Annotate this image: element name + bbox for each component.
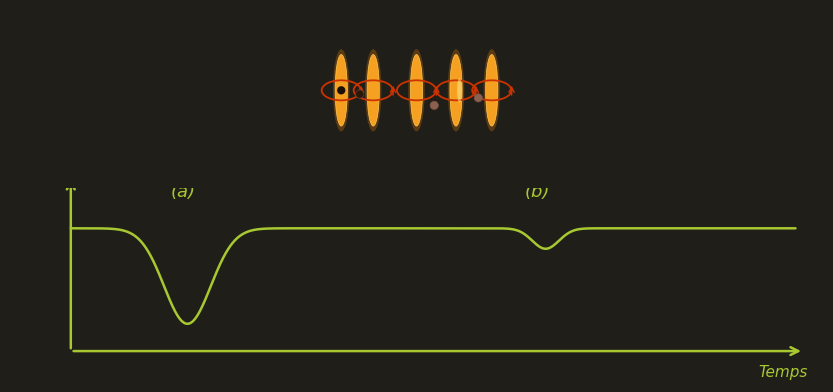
Circle shape <box>474 94 482 102</box>
Ellipse shape <box>486 54 498 126</box>
Ellipse shape <box>448 49 464 131</box>
Ellipse shape <box>483 49 500 131</box>
Ellipse shape <box>408 49 425 131</box>
Ellipse shape <box>457 78 461 103</box>
Text: (a): (a) <box>171 183 196 201</box>
Ellipse shape <box>333 49 350 131</box>
Ellipse shape <box>411 54 422 126</box>
Text: Temps: Temps <box>759 365 808 380</box>
Ellipse shape <box>450 54 462 126</box>
Ellipse shape <box>335 54 347 126</box>
Text: Flux reçu: Flux reçu <box>67 159 137 174</box>
Circle shape <box>356 90 364 98</box>
Ellipse shape <box>365 49 382 131</box>
Ellipse shape <box>367 54 379 126</box>
Circle shape <box>337 86 346 94</box>
Circle shape <box>430 101 438 109</box>
Text: (b): (b) <box>525 183 550 201</box>
